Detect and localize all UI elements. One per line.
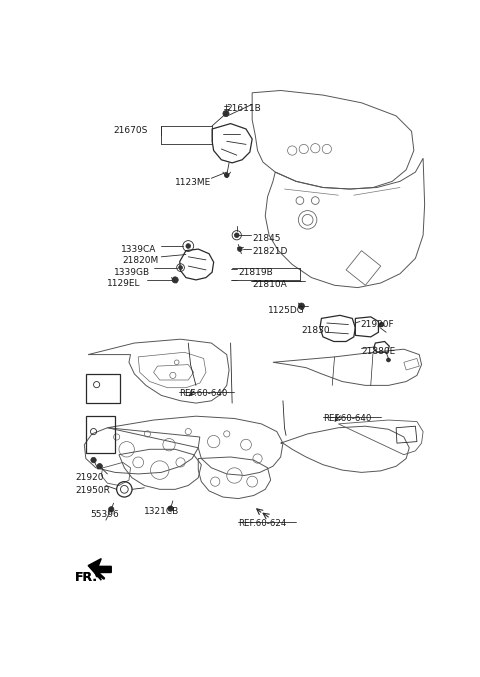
Text: REF.60-624: REF.60-624 (238, 519, 287, 527)
Circle shape (186, 244, 191, 248)
Circle shape (223, 110, 229, 116)
Text: 21830: 21830 (301, 326, 330, 335)
Circle shape (168, 506, 173, 511)
Text: 21920F: 21920F (360, 320, 394, 329)
Text: 21810A: 21810A (252, 280, 287, 289)
Text: FR.: FR. (75, 571, 98, 584)
Bar (86, 374, 120, 403)
Text: 21880E: 21880E (361, 347, 396, 356)
Polygon shape (88, 559, 111, 580)
Text: 21920: 21920 (75, 473, 104, 482)
Circle shape (234, 233, 239, 238)
Text: 21670S: 21670S (114, 126, 148, 135)
Text: 1125DG: 1125DG (267, 306, 304, 315)
Text: 55396: 55396 (90, 510, 119, 519)
Text: 21845: 21845 (252, 234, 281, 244)
Circle shape (225, 173, 229, 177)
Text: 21950R: 21950R (75, 486, 110, 496)
Circle shape (91, 458, 96, 463)
Circle shape (238, 247, 242, 251)
Circle shape (108, 506, 114, 512)
Text: 1339GB: 1339GB (114, 267, 150, 277)
Text: 21819B: 21819B (238, 268, 273, 278)
Circle shape (299, 303, 304, 309)
Text: 21820M: 21820M (123, 256, 159, 265)
Circle shape (179, 265, 182, 269)
Text: REF.60-640: REF.60-640 (179, 389, 228, 398)
Text: 21611B: 21611B (227, 104, 262, 113)
Circle shape (172, 277, 178, 283)
Circle shape (386, 358, 390, 362)
Circle shape (97, 464, 102, 469)
Circle shape (379, 322, 384, 327)
Text: 21821D: 21821D (252, 247, 288, 256)
Text: 1339CA: 1339CA (121, 245, 156, 255)
Text: 1129EL: 1129EL (108, 279, 141, 288)
Text: FR.: FR. (75, 571, 98, 584)
Text: REF.60-640: REF.60-640 (323, 414, 372, 423)
Text: 1321CB: 1321CB (144, 507, 180, 516)
Text: 1123ME: 1123ME (175, 178, 211, 188)
Bar (86, 416, 115, 453)
